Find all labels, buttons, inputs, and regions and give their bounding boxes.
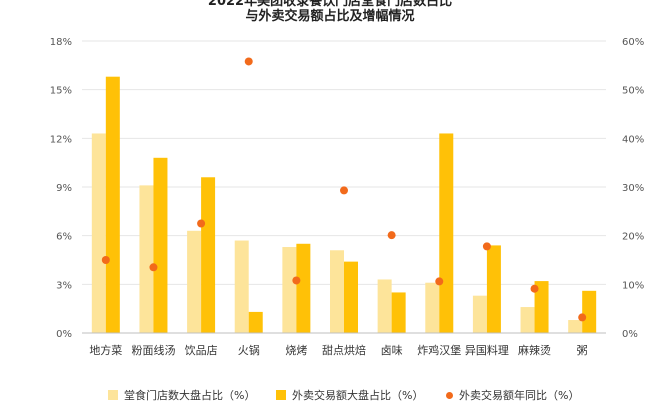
left-axis-tick-label: 3%	[56, 280, 72, 291]
chart-plot: 18% 60% 15% 50% 12% 40% 9% 30% 6% 20% 3% 10% 0% 0% 地方菜…	[50, 37, 644, 357]
bar-dine-in	[472, 295, 487, 333]
left-axis-tick-label: 6%	[56, 232, 72, 243]
bar-delivery	[439, 133, 454, 333]
right-axis-tick-label: 0%	[622, 329, 638, 340]
bar-dine-in	[91, 133, 106, 333]
bar-dine-in	[425, 282, 440, 333]
legend-swatch-dine-in	[108, 390, 118, 400]
bar-dine-in	[234, 240, 249, 333]
legend-dot-growth	[446, 391, 453, 399]
right-axis-tick-label: 10%	[622, 280, 644, 291]
legend-swatch-delivery	[276, 390, 286, 400]
right-axis-tick-label: 20%	[622, 232, 644, 243]
bar-delivery	[534, 281, 549, 333]
bar-delivery	[201, 177, 216, 333]
dot-growth	[340, 186, 348, 195]
x-axis-category-label: 异国料理	[465, 343, 509, 357]
bar-dine-in	[377, 279, 392, 333]
legend-item-growth: 外卖交易额年同比（%）	[446, 388, 579, 402]
x-axis-category-label: 烧烤	[285, 343, 307, 357]
left-axis-tick-label: 9%	[56, 183, 72, 194]
right-axis-tick-label: 30%	[622, 183, 644, 194]
dot-growth	[435, 277, 444, 286]
bar-delivery	[344, 261, 358, 333]
x-axis-category-label: 粉面线汤	[131, 343, 175, 357]
x-axis-category-label: 地方菜	[89, 343, 122, 357]
bar-delivery	[582, 290, 597, 333]
legend-item-delivery: 外卖交易额大盘占比（%）	[276, 388, 423, 402]
bar-dine-in	[520, 307, 535, 333]
chart-title-line1: 2022年美团收录餐饮门店堂食门店数占比	[207, 0, 453, 9]
x-axis-category-label: 麻辣烫	[518, 343, 551, 357]
dot-growth	[292, 276, 301, 285]
chart-title-line2: 与外卖交易额占比及增幅情况	[245, 9, 415, 24]
bar-delivery	[391, 292, 406, 333]
dot-growth	[244, 57, 253, 66]
bar-dine-in	[139, 185, 154, 333]
bar-delivery	[248, 311, 263, 333]
dot-growth	[101, 256, 110, 264]
x-axis-category-label: 粥	[577, 344, 588, 357]
left-axis-tick-label: 15%	[50, 86, 72, 97]
dot-growth	[387, 231, 396, 240]
dot-growth	[530, 284, 539, 293]
dot-growth	[578, 313, 587, 322]
bar-dine-in	[330, 250, 344, 333]
bar-delivery	[296, 243, 311, 333]
left-axis-tick-label: 12%	[50, 134, 72, 145]
legend-label-dine-in: 堂食门店数大盘占比（%）	[124, 389, 256, 402]
bar-dine-in	[187, 230, 202, 333]
bar-dine-in	[282, 247, 297, 333]
bar-delivery	[153, 157, 168, 333]
right-axis-tick-label: 40%	[622, 134, 644, 145]
right-axis-tick-label: 60%	[622, 37, 644, 48]
dot-growth	[197, 219, 206, 228]
dot-growth	[482, 242, 491, 251]
x-axis-category-label: 卤味	[381, 344, 403, 357]
legend-label-growth: 外卖交易额年同比（%）	[459, 389, 580, 402]
right-axis-tick-label: 50%	[622, 86, 644, 97]
bar-delivery	[105, 76, 120, 333]
legend-item-dine-in: 堂食门店数大盘占比（%）	[108, 388, 255, 402]
bar-dine-in	[568, 320, 583, 333]
left-axis-tick-label: 18%	[50, 37, 72, 48]
x-axis-category-label: 饮品店	[185, 343, 218, 357]
x-axis-category-label: 火锅	[238, 344, 260, 357]
left-axis-tick-label: 0%	[56, 329, 72, 340]
x-axis-category-label: 炸鸡汉堡	[417, 343, 461, 357]
legend-label-delivery: 外卖交易额大盘占比（%）	[292, 389, 424, 402]
chart-legend: 堂食门店数大盘占比（%） 外卖交易额大盘占比（%） 外卖交易额年同比（%）	[0, 384, 660, 404]
x-axis-category-label: 甜点烘焙	[322, 343, 366, 357]
bar-delivery	[486, 245, 501, 333]
dot-growth	[149, 263, 158, 272]
